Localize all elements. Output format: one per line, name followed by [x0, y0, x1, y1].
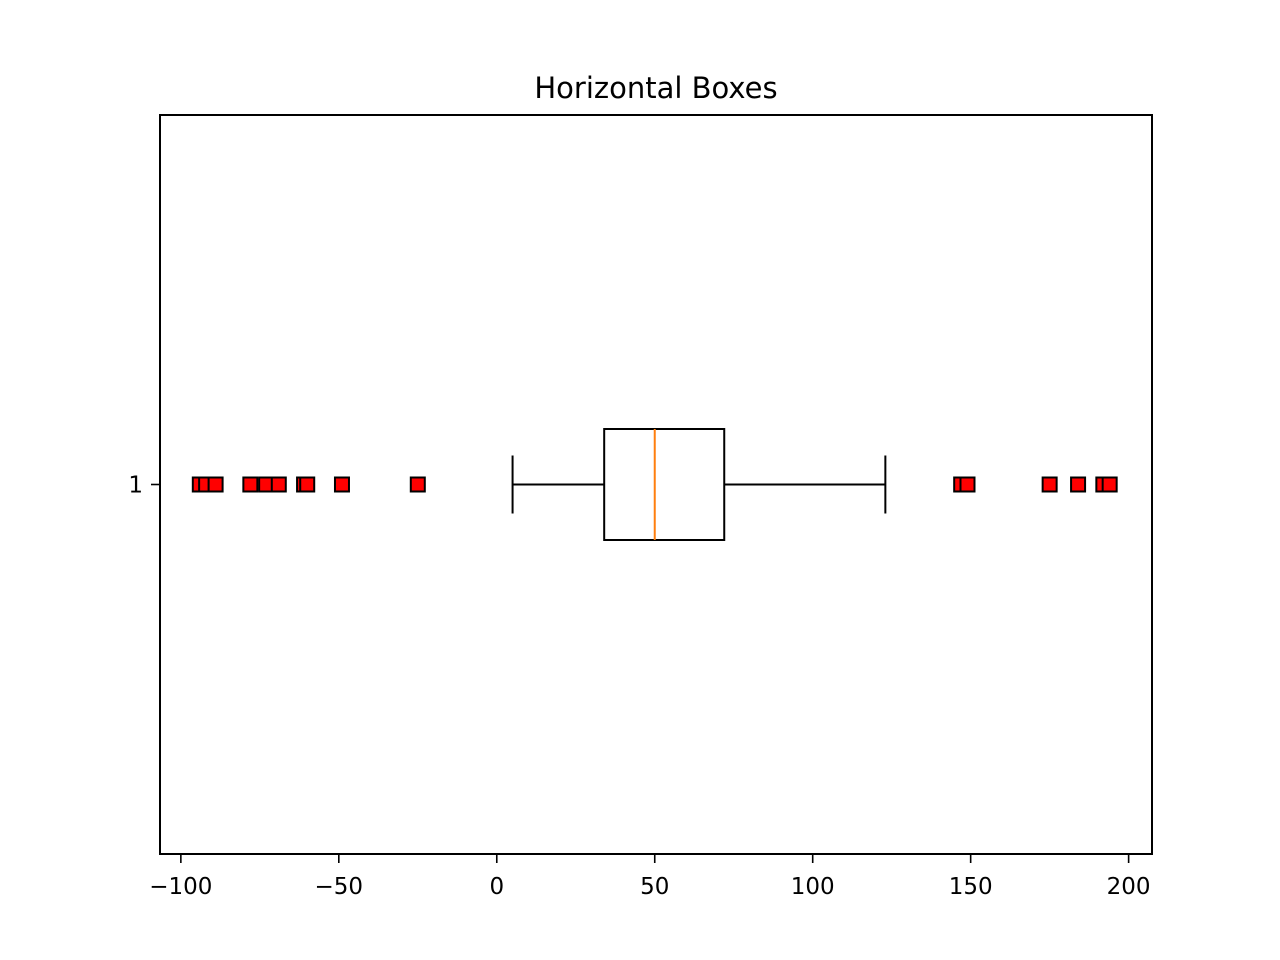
outlier-point	[299, 476, 316, 493]
x-tick-label: 200	[1107, 874, 1151, 900]
x-tick-label: −100	[149, 874, 212, 900]
x-tick-label: −50	[315, 874, 364, 900]
outlier-point	[270, 476, 287, 493]
y-tick-label: 1	[128, 473, 143, 499]
outlier-point	[242, 476, 259, 493]
box-group	[191, 428, 1118, 541]
y-axis: 1	[128, 473, 160, 499]
x-tick-label: 150	[949, 874, 993, 900]
outlier-point	[1070, 476, 1087, 493]
chart-title: Horizontal Boxes	[534, 71, 777, 105]
outlier-point	[1041, 476, 1058, 493]
outlier-point	[959, 476, 976, 493]
outlier-point	[333, 476, 350, 493]
x-tick-label: 50	[640, 874, 669, 900]
outlier-point	[409, 476, 426, 493]
x-axis: −100 −50 0 50 100 150 200	[149, 854, 1151, 900]
x-tick-label: 0	[489, 874, 504, 900]
outlier-point	[207, 476, 224, 493]
iqr-box	[603, 428, 726, 541]
plot-area	[191, 428, 1118, 541]
outlier-point	[1101, 476, 1118, 493]
x-tick-label: 100	[791, 874, 835, 900]
